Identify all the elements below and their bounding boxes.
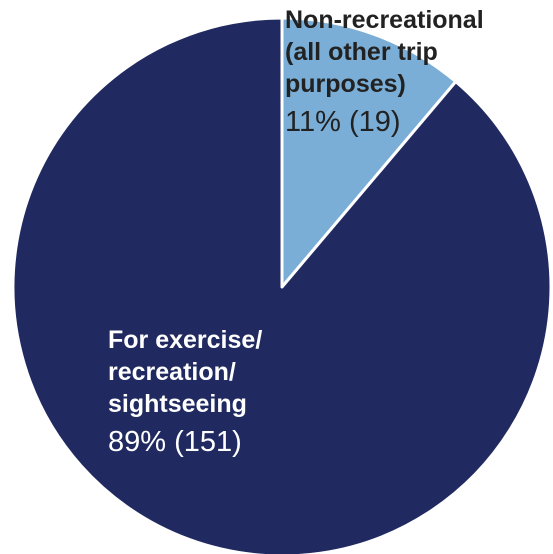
slice-label-recreational: For exercise/ recreation/ sightseeing 89… <box>108 324 348 460</box>
slice-recreational <box>11 16 553 554</box>
slice-label-recreational-line-2: recreation/ <box>108 358 236 386</box>
slice-value-non-recreational: 11% (19) <box>285 106 401 138</box>
slice-label-non-recreational-line-1: Non-recreational <box>285 6 484 34</box>
slice-label-non-recreational-line-2: (all other trip <box>285 38 438 66</box>
slice-value-recreational: 89% (151) <box>108 426 242 458</box>
slice-label-non-recreational: Non-recreational (all other trip purpose… <box>285 4 550 140</box>
slice-label-recreational-line-3: sightseeing <box>108 390 247 418</box>
slice-label-recreational-line-1: For exercise/ <box>108 326 263 354</box>
slice-label-non-recreational-line-3: purposes) <box>285 70 406 98</box>
slice-non-recreational <box>280 16 458 289</box>
